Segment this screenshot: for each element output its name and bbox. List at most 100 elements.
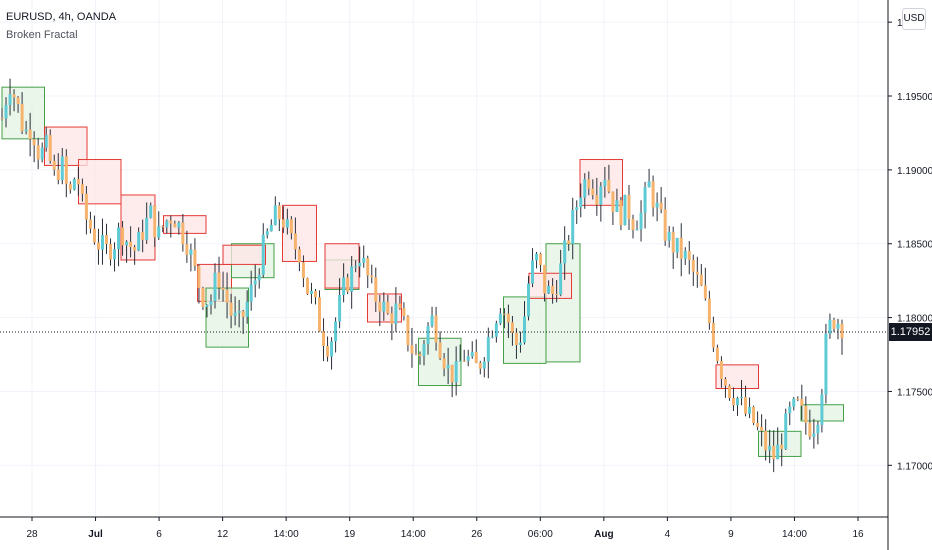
candle-body — [398, 303, 402, 309]
time-tick-label: 14:00 — [274, 529, 299, 540]
candle-body — [301, 262, 305, 279]
candle-body — [551, 285, 555, 294]
candle-body — [269, 224, 273, 232]
candle-body — [731, 397, 735, 406]
candle-body — [177, 222, 181, 228]
candle-body — [104, 235, 108, 245]
bearish-fractal-box — [222, 244, 266, 265]
candle-body — [165, 220, 169, 228]
candle-body — [426, 325, 430, 345]
time-tick-label: Jul — [88, 529, 103, 540]
candle-body — [318, 297, 322, 332]
time-tick-label: 06:00 — [528, 529, 553, 540]
candle-body — [623, 194, 627, 226]
price-axis[interactable]: 1.17000 1.17500 1.18000 1.18500 1.19000 1.195… — [888, 18, 932, 472]
time-tick-label: 28 — [26, 529, 38, 540]
time-tick-label: 12 — [217, 529, 229, 540]
price-tick-label: 1.19000 — [897, 166, 932, 177]
candle-body — [145, 217, 149, 240]
candle-body — [92, 228, 96, 243]
candle-body — [60, 156, 64, 181]
candle-body — [808, 422, 812, 437]
candle-body — [76, 179, 80, 185]
candle-body — [129, 241, 133, 248]
candle-body — [0, 118, 4, 120]
candle-body — [309, 290, 313, 294]
candle-body — [470, 351, 474, 357]
price-tick-label: 1.18500 — [897, 240, 932, 251]
candle-body — [502, 313, 506, 315]
candle-body — [715, 347, 719, 362]
price-tick-label: 1.17000 — [897, 461, 932, 472]
candle-body — [257, 274, 261, 281]
candle-body — [346, 277, 350, 292]
candle-body — [80, 184, 84, 194]
candle-body — [249, 284, 253, 302]
symbol-title[interactable]: EURUSD, 4h, OANDA — [6, 11, 117, 23]
candle-body — [56, 169, 60, 181]
current-price-tag: 1.17952 — [889, 323, 932, 341]
candle-body — [394, 303, 398, 324]
candle-body — [651, 181, 655, 208]
candle-body — [804, 405, 808, 423]
chart-legend: EURUSD, 4h, OANDA Broken Fractal — [6, 8, 116, 44]
candle-body — [84, 193, 88, 220]
candle-body — [149, 205, 153, 218]
candle-body — [313, 290, 317, 298]
candle-body — [510, 322, 514, 333]
candle-body — [330, 341, 334, 357]
candle-body — [723, 379, 727, 386]
candle-body — [518, 342, 522, 346]
candle-body — [241, 311, 245, 317]
candle-body — [719, 361, 723, 380]
bearish-fractal-box — [282, 204, 317, 262]
candle-body — [756, 422, 760, 427]
candle-body — [434, 315, 438, 343]
candle-body — [643, 187, 647, 213]
candle-body — [567, 240, 571, 245]
candle-body — [631, 219, 635, 231]
candle-body — [667, 232, 671, 241]
candle-body — [744, 396, 748, 414]
candle-body — [474, 351, 478, 363]
candle-body — [727, 385, 731, 398]
candle-body — [438, 342, 442, 359]
candle-body — [583, 179, 587, 198]
candle-body — [679, 237, 683, 259]
candle-body — [571, 210, 575, 245]
candle-body — [776, 444, 780, 460]
candle-body — [169, 220, 173, 224]
candle-body — [792, 398, 796, 407]
price-tick-label: 1.17500 — [897, 387, 932, 398]
candle-body — [72, 179, 76, 190]
candle-body — [547, 285, 551, 294]
candle-body — [217, 272, 221, 288]
candle-body — [221, 287, 225, 290]
candle-body — [450, 364, 454, 383]
candle-body — [587, 179, 591, 189]
candle-body — [285, 219, 289, 228]
time-axis[interactable]: 28 Jul 6 12 14:00 19 14:00 26 06:00 Aug 4 9 14:00 16 — [26, 517, 864, 540]
candle-body — [342, 277, 346, 296]
candle-body — [64, 156, 68, 184]
candle-body — [828, 319, 832, 334]
candle-body — [20, 104, 24, 132]
currency-button[interactable]: USD — [902, 8, 926, 30]
candle-body — [253, 280, 257, 285]
candle-body — [213, 272, 217, 302]
candle-body — [261, 234, 265, 275]
bearish-fractal-box — [163, 215, 207, 234]
candle-body — [591, 188, 595, 196]
candle-body — [671, 232, 675, 253]
fractal-boxes — [1, 86, 844, 457]
candle-body — [100, 235, 104, 250]
bullish-fractal-box — [545, 243, 581, 363]
candle-body — [8, 94, 12, 106]
candle-body — [205, 304, 209, 307]
indicator-title[interactable]: Broken Fractal — [6, 29, 78, 41]
candle-body — [764, 430, 768, 451]
candle-body — [559, 263, 563, 295]
candle-body — [370, 275, 374, 278]
candle-body — [663, 209, 667, 241]
